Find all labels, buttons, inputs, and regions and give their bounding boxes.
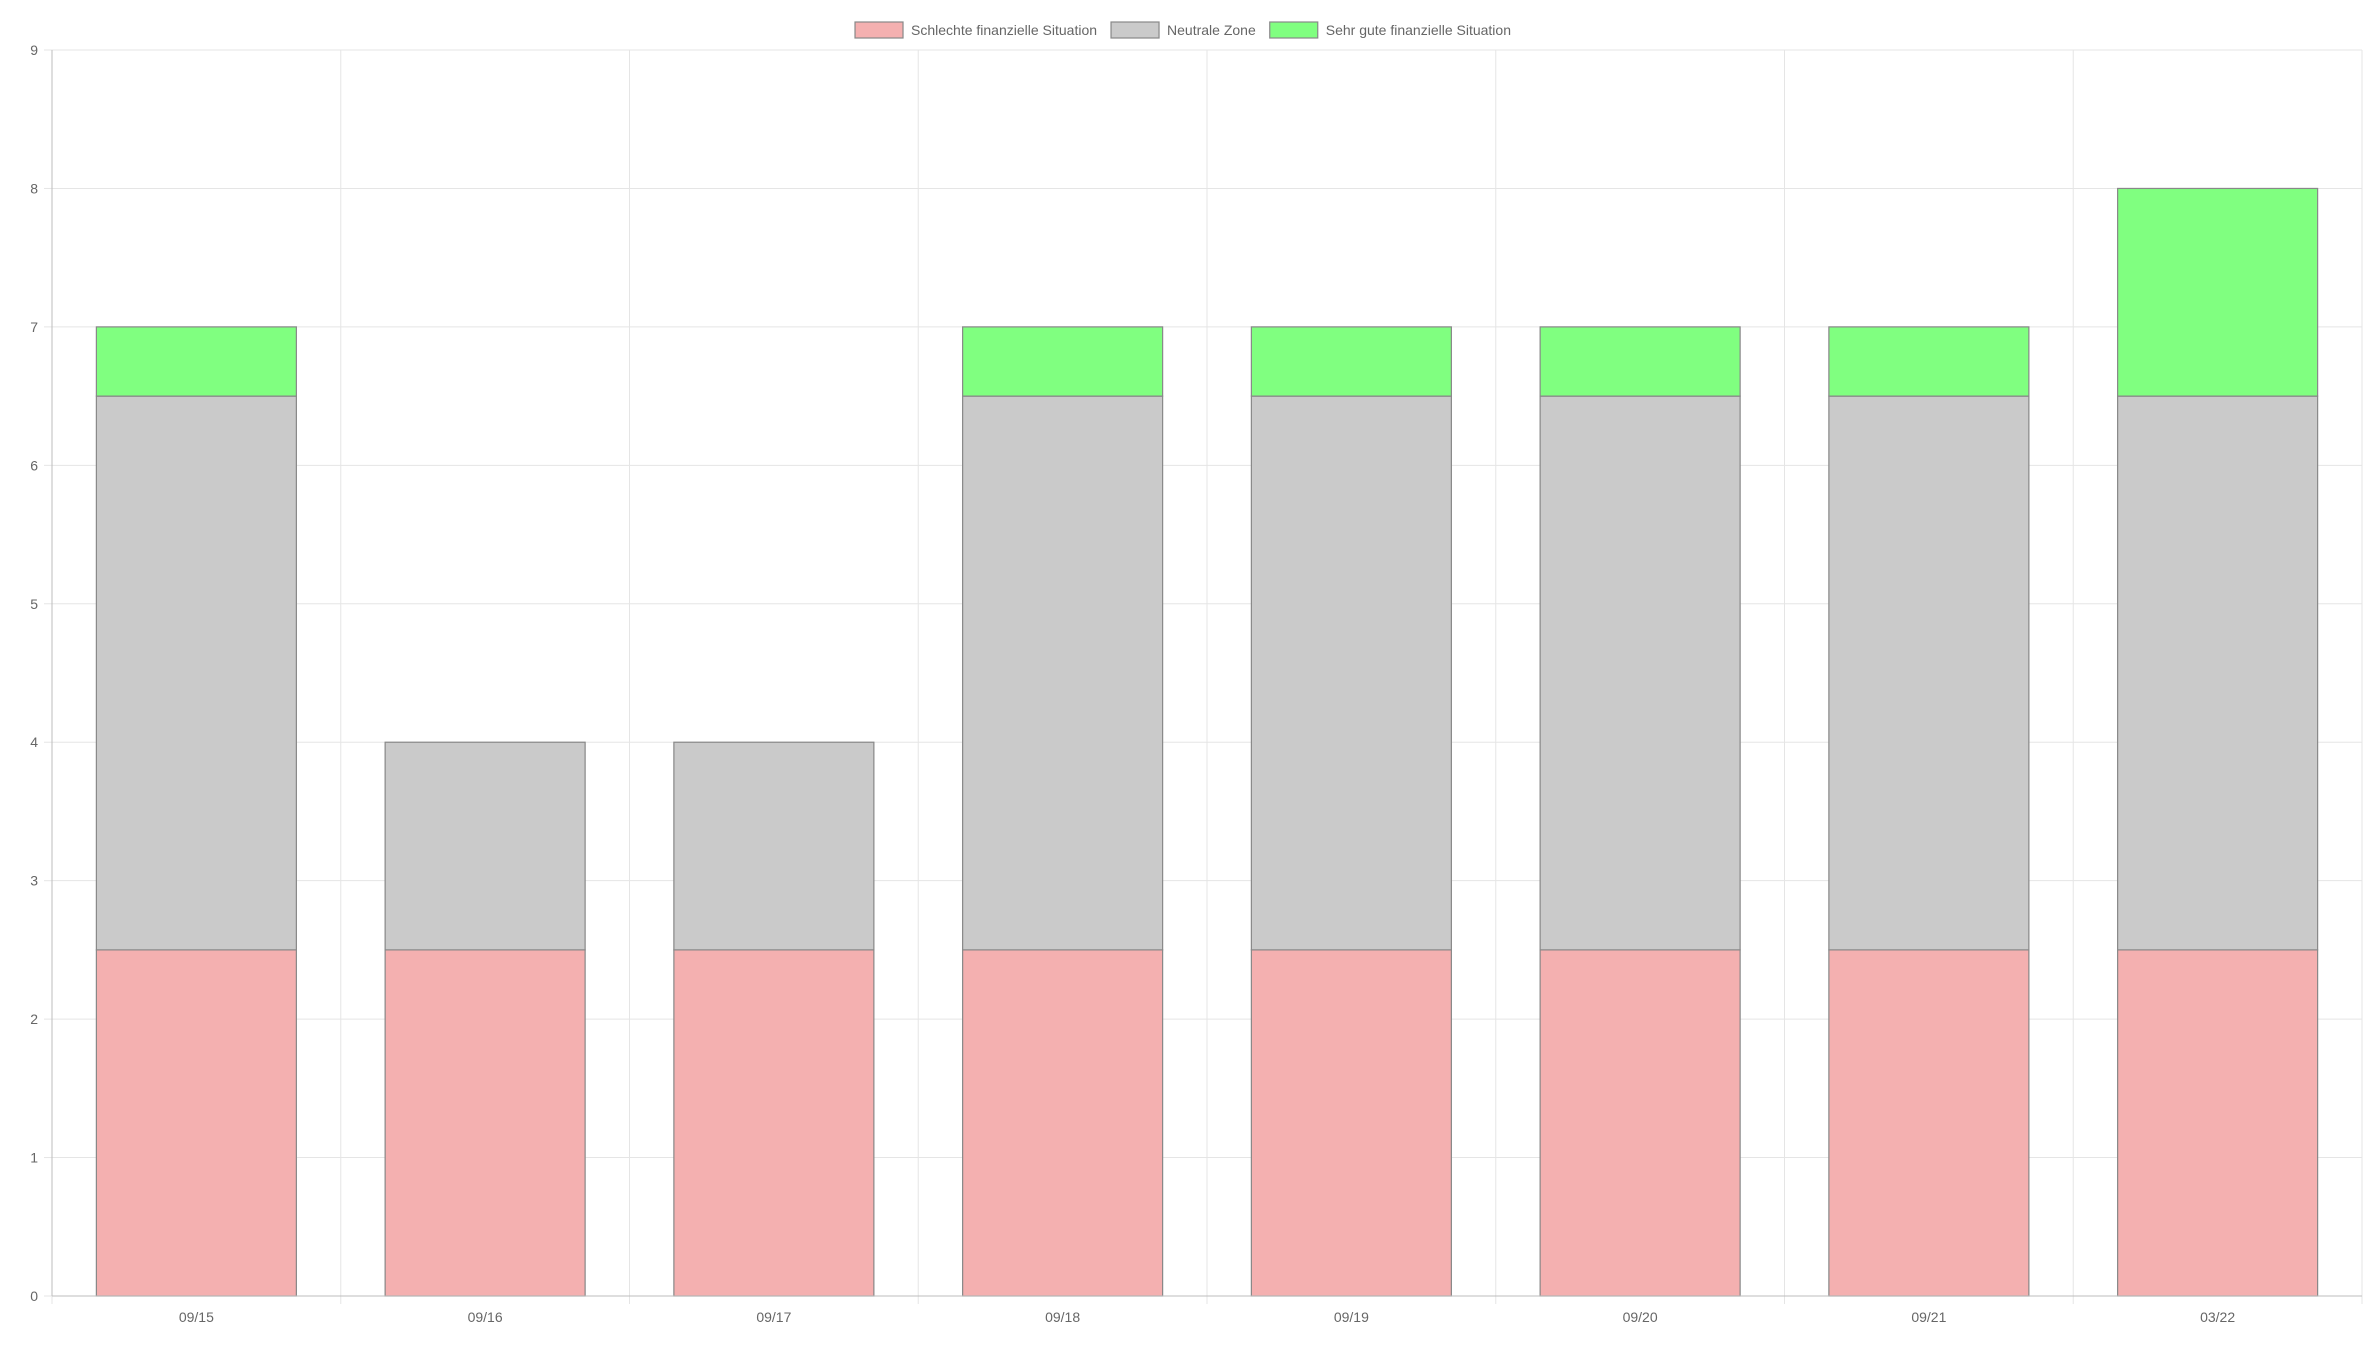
bar-segment [1828, 949, 2030, 1297]
bar-segment [2117, 949, 2319, 1297]
bars-layer [95, 187, 2319, 1297]
y-tick-label: 5 [30, 596, 38, 612]
y-tick-label: 1 [30, 1150, 38, 1166]
x-tick-label: 03/22 [2200, 1309, 2235, 1325]
bar-segment [2117, 395, 2319, 951]
legend-item: Schlechte finanzielle Situation [854, 21, 1097, 39]
y-tick-label: 4 [30, 734, 38, 750]
legend: Schlechte finanzielle Situation Neutrale … [854, 21, 1511, 39]
bar-segment [962, 395, 1164, 951]
axes-layer: 0 1 2 3 4 5 6 7 8 9 09/15 09/16 09/17 09/18 09/19 09/20… [30, 42, 2362, 1325]
x-tick-label: 09/19 [1334, 1309, 1369, 1325]
bar-segment [2117, 187, 2319, 397]
legend-item: Sehr gute finanzielle Situation [1269, 21, 1511, 39]
y-tick-label: 7 [30, 319, 38, 335]
legend-item: Neutrale Zone [1110, 21, 1256, 39]
legend-swatch [1110, 21, 1160, 39]
bar-segment [384, 949, 586, 1297]
legend-swatch [1269, 21, 1319, 39]
x-tick-label: 09/18 [1045, 1309, 1080, 1325]
bar-segment [1250, 949, 1452, 1297]
bar-segment [1539, 949, 1741, 1297]
bar-segment [962, 326, 1164, 397]
bar-segment [1250, 326, 1452, 397]
bar-segment [1828, 326, 2030, 397]
legend-label: Sehr gute finanzielle Situation [1326, 22, 1511, 38]
x-tick-label: 09/16 [468, 1309, 503, 1325]
bar-segment [95, 949, 297, 1297]
bar-segment [962, 949, 1164, 1297]
x-tick-label: 09/21 [1911, 1309, 1946, 1325]
y-tick-label: 2 [30, 1011, 38, 1027]
x-tick-label: 09/20 [1623, 1309, 1658, 1325]
y-tick-label: 3 [30, 873, 38, 889]
y-tick-label: 8 [30, 180, 38, 196]
y-tick-label: 9 [30, 42, 38, 58]
legend-label: Neutrale Zone [1167, 22, 1256, 38]
bar-segment [384, 741, 586, 951]
bar-segment [95, 395, 297, 951]
x-tick-label: 09/15 [179, 1309, 214, 1325]
bar-segment [1539, 326, 1741, 397]
legend-swatch [854, 21, 904, 39]
y-tick-label: 6 [30, 457, 38, 473]
y-tick-label: 0 [30, 1288, 38, 1304]
bar-segment [673, 741, 875, 951]
legend-label: Schlechte finanzielle Situation [911, 22, 1097, 38]
bar-segment [1250, 395, 1452, 951]
bar-segment [1828, 395, 2030, 951]
bar-segment [673, 949, 875, 1297]
bar-segment [1539, 395, 1741, 951]
x-tick-label: 09/17 [756, 1309, 791, 1325]
bar-segment [95, 326, 297, 397]
